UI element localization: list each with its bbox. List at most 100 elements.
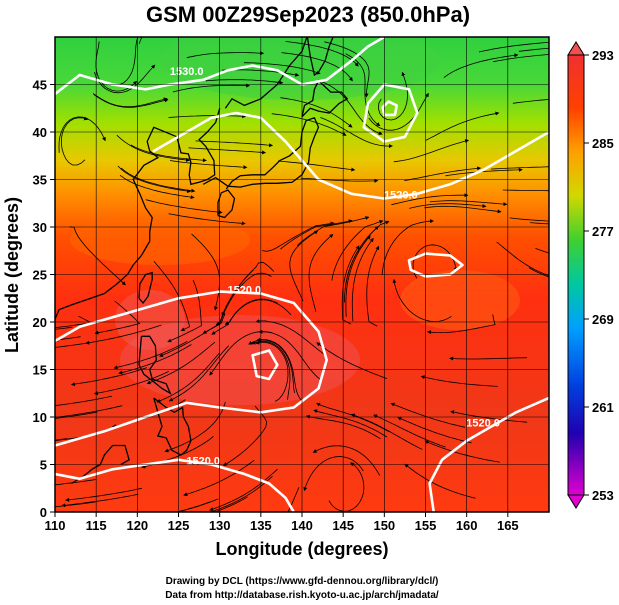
streamline <box>316 402 390 433</box>
streamline <box>156 352 221 403</box>
coastline-path <box>306 37 334 77</box>
transition-band <box>70 215 250 265</box>
streamline <box>316 342 388 379</box>
streamline <box>404 463 476 499</box>
streamline <box>256 337 302 401</box>
contour-label: 1530.0 <box>170 66 204 78</box>
streamline <box>493 54 549 63</box>
streamline <box>224 299 292 325</box>
streamline <box>69 226 126 286</box>
y-tick-label: 25 <box>33 268 47 283</box>
contour-line <box>381 100 398 117</box>
streamline <box>280 219 353 250</box>
map-title: GSM 00Z29Sep2023 (850.0hPa) <box>146 2 470 27</box>
streamline <box>92 93 168 108</box>
warm-core-region <box>120 315 360 405</box>
streamline <box>377 71 408 121</box>
streamline <box>404 166 482 181</box>
streamline <box>313 409 388 438</box>
streamline <box>287 487 300 512</box>
streamline <box>392 278 452 323</box>
streamline <box>186 51 265 59</box>
streamline <box>255 319 326 356</box>
coastline-path <box>217 189 236 219</box>
x-axis-ticks: 110 115 120 125 130 135 140 145 150 155 160 165 <box>45 512 519 533</box>
streamline <box>345 235 371 317</box>
coastline-path <box>153 397 192 456</box>
streamline <box>85 324 162 345</box>
streamline <box>65 487 143 502</box>
streamline <box>55 395 113 407</box>
x-tick-label: 115 <box>86 518 107 533</box>
streamline <box>409 203 487 209</box>
streamline <box>321 81 383 136</box>
x-tick-label: 110 <box>45 518 66 533</box>
colorbar-tick-label: 253 <box>592 488 614 503</box>
plot-area: 1530.0 1520.0 1520.0 1520.0 1520.0 <box>54 36 550 513</box>
streamline <box>93 371 169 396</box>
streamline <box>373 414 446 448</box>
colorbar-bottom-arrow <box>567 494 585 509</box>
streamline <box>118 344 192 375</box>
y-tick-label: 0 <box>40 505 47 520</box>
x-tick-label: 125 <box>168 518 190 533</box>
streamline <box>195 140 274 148</box>
streamline <box>509 217 549 222</box>
streamline <box>168 213 246 226</box>
y-tick-label: 10 <box>33 410 47 425</box>
streamline <box>55 342 87 348</box>
coastline-path <box>202 116 320 190</box>
streamline <box>183 459 255 497</box>
streamline <box>213 496 248 512</box>
streamline <box>120 167 196 193</box>
streamline <box>496 241 549 277</box>
x-tick-label: 160 <box>456 518 478 533</box>
streamline <box>205 79 284 85</box>
streamline <box>251 340 291 400</box>
contour-line <box>407 252 464 278</box>
y-tick-label: 5 <box>40 458 47 473</box>
streamline <box>478 41 549 53</box>
streamline <box>528 267 549 278</box>
colorbar-tick-label: 293 <box>592 48 614 63</box>
streamline <box>175 498 219 512</box>
credit-line-1: Drawing by DCL (https://www.gfd-dennou.o… <box>166 576 439 587</box>
streamline <box>490 166 549 170</box>
streamline <box>366 245 380 327</box>
streamline <box>429 200 508 207</box>
streamline <box>449 356 527 361</box>
contour-label: 1520.0 <box>228 285 262 297</box>
streamline <box>271 113 347 136</box>
streamline <box>450 410 528 423</box>
streamline <box>350 413 423 450</box>
streamline <box>255 340 289 402</box>
y-tick-label: 30 <box>33 220 47 235</box>
x-tick-label: 120 <box>126 518 148 533</box>
streamline <box>55 336 81 341</box>
streamline <box>113 340 188 370</box>
streamline <box>202 269 254 334</box>
contour-line <box>362 83 419 143</box>
streamline <box>285 41 359 67</box>
coastline-path <box>301 79 349 118</box>
streamline <box>95 41 138 92</box>
streamline <box>305 414 381 440</box>
warm-patch <box>115 290 185 350</box>
streamline <box>209 468 278 511</box>
streamline <box>530 222 549 225</box>
streamline <box>397 416 472 444</box>
streamline <box>391 193 469 206</box>
streamline <box>425 111 500 141</box>
y-tick-label: 35 <box>33 173 47 188</box>
streamline <box>303 456 364 492</box>
streamline <box>55 326 73 330</box>
streamline <box>308 233 334 312</box>
warm-patch-east <box>400 270 520 330</box>
streamline <box>535 248 549 254</box>
streamline <box>119 174 195 200</box>
coastlines <box>55 37 349 485</box>
streamline <box>203 475 273 512</box>
colorbar-scale <box>567 54 585 496</box>
streamline <box>393 139 470 163</box>
colorbar: 293 285 277 269 261 253 <box>567 41 614 509</box>
